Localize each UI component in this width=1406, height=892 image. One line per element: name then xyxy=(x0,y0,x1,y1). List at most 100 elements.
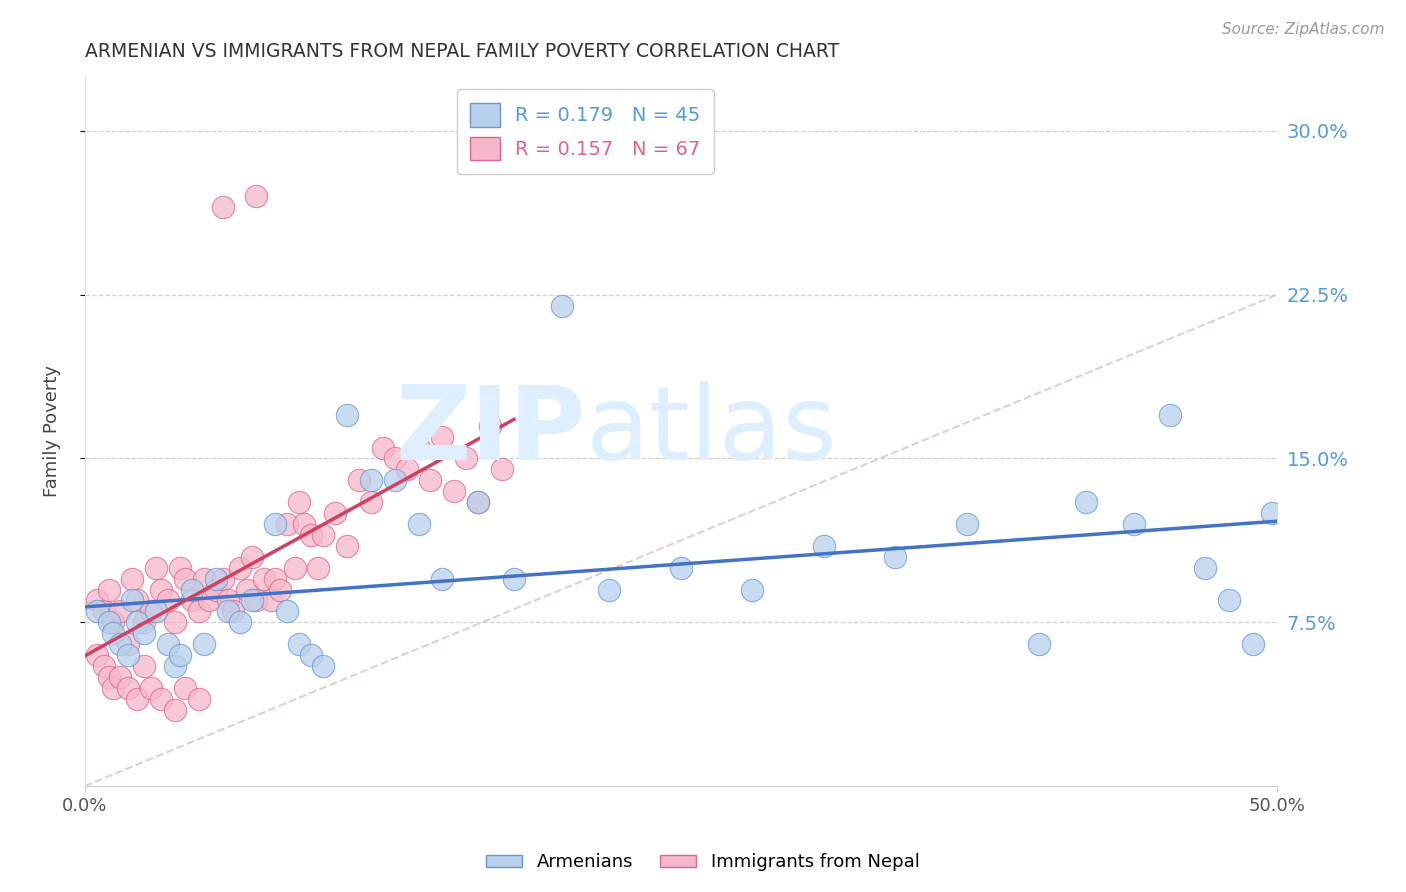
Point xyxy=(193,572,215,586)
Point xyxy=(103,615,125,630)
Point xyxy=(395,462,418,476)
Legend: Armenians, Immigrants from Nepal: Armenians, Immigrants from Nepal xyxy=(479,847,927,879)
Point xyxy=(260,593,283,607)
Point xyxy=(1159,408,1181,422)
Point xyxy=(408,441,430,455)
Point xyxy=(276,604,298,618)
Point xyxy=(236,582,259,597)
Point xyxy=(127,593,149,607)
Point xyxy=(193,637,215,651)
Point xyxy=(264,516,287,531)
Point xyxy=(165,703,187,717)
Point xyxy=(292,516,315,531)
Point xyxy=(245,189,267,203)
Point xyxy=(884,549,907,564)
Point xyxy=(110,670,132,684)
Point xyxy=(173,681,195,695)
Point xyxy=(141,604,163,618)
Point xyxy=(127,615,149,630)
Point xyxy=(188,604,211,618)
Point xyxy=(1261,506,1284,520)
Point xyxy=(217,593,239,607)
Point xyxy=(141,681,163,695)
Point xyxy=(956,516,979,531)
Point xyxy=(1122,516,1144,531)
Point xyxy=(110,604,132,618)
Point xyxy=(1218,593,1240,607)
Point xyxy=(347,473,370,487)
Point xyxy=(264,572,287,586)
Point xyxy=(456,451,478,466)
Point xyxy=(741,582,763,597)
Point xyxy=(240,593,263,607)
Point xyxy=(97,582,120,597)
Point xyxy=(336,539,359,553)
Point xyxy=(165,615,187,630)
Point xyxy=(443,484,465,499)
Point xyxy=(221,604,243,618)
Point xyxy=(336,408,359,422)
Point xyxy=(669,560,692,574)
Point xyxy=(491,462,513,476)
Point xyxy=(1194,560,1216,574)
Point xyxy=(1028,637,1050,651)
Point xyxy=(228,560,250,574)
Text: Source: ZipAtlas.com: Source: ZipAtlas.com xyxy=(1222,22,1385,37)
Point xyxy=(212,200,235,214)
Point xyxy=(181,582,204,597)
Point xyxy=(97,670,120,684)
Point xyxy=(503,572,526,586)
Text: ARMENIAN VS IMMIGRANTS FROM NEPAL FAMILY POVERTY CORRELATION CHART: ARMENIAN VS IMMIGRANTS FROM NEPAL FAMILY… xyxy=(84,42,839,61)
Point xyxy=(121,572,143,586)
Point xyxy=(240,549,263,564)
Point xyxy=(188,691,211,706)
Point xyxy=(598,582,620,597)
Point xyxy=(181,593,204,607)
Y-axis label: Family Poverty: Family Poverty xyxy=(44,365,60,497)
Point xyxy=(479,418,502,433)
Legend: R = 0.179   N = 45, R = 0.157   N = 67: R = 0.179 N = 45, R = 0.157 N = 67 xyxy=(457,89,714,174)
Point xyxy=(432,572,454,586)
Point xyxy=(93,604,115,618)
Point xyxy=(212,572,235,586)
Point xyxy=(169,560,191,574)
Point xyxy=(419,473,441,487)
Point xyxy=(550,299,572,313)
Point xyxy=(173,572,195,586)
Text: ZIP: ZIP xyxy=(395,381,585,482)
Point xyxy=(86,648,108,662)
Point xyxy=(307,560,329,574)
Point xyxy=(150,691,173,706)
Point xyxy=(288,637,311,651)
Point xyxy=(245,593,267,607)
Point xyxy=(165,659,187,673)
Point xyxy=(157,637,180,651)
Point xyxy=(384,451,406,466)
Point xyxy=(205,582,228,597)
Point xyxy=(103,626,125,640)
Point xyxy=(312,659,335,673)
Point xyxy=(288,495,311,509)
Point xyxy=(323,506,346,520)
Point xyxy=(1076,495,1098,509)
Point xyxy=(467,495,489,509)
Point xyxy=(276,516,298,531)
Point xyxy=(217,604,239,618)
Point xyxy=(299,648,322,662)
Point xyxy=(269,582,291,597)
Point xyxy=(205,572,228,586)
Point xyxy=(432,430,454,444)
Point xyxy=(360,473,382,487)
Point xyxy=(117,648,139,662)
Text: atlas: atlas xyxy=(585,381,837,482)
Point xyxy=(299,528,322,542)
Point xyxy=(134,615,156,630)
Point xyxy=(121,593,143,607)
Point xyxy=(93,659,115,673)
Point xyxy=(127,691,149,706)
Point xyxy=(145,560,167,574)
Point xyxy=(103,681,125,695)
Point xyxy=(284,560,307,574)
Point xyxy=(408,516,430,531)
Point xyxy=(384,473,406,487)
